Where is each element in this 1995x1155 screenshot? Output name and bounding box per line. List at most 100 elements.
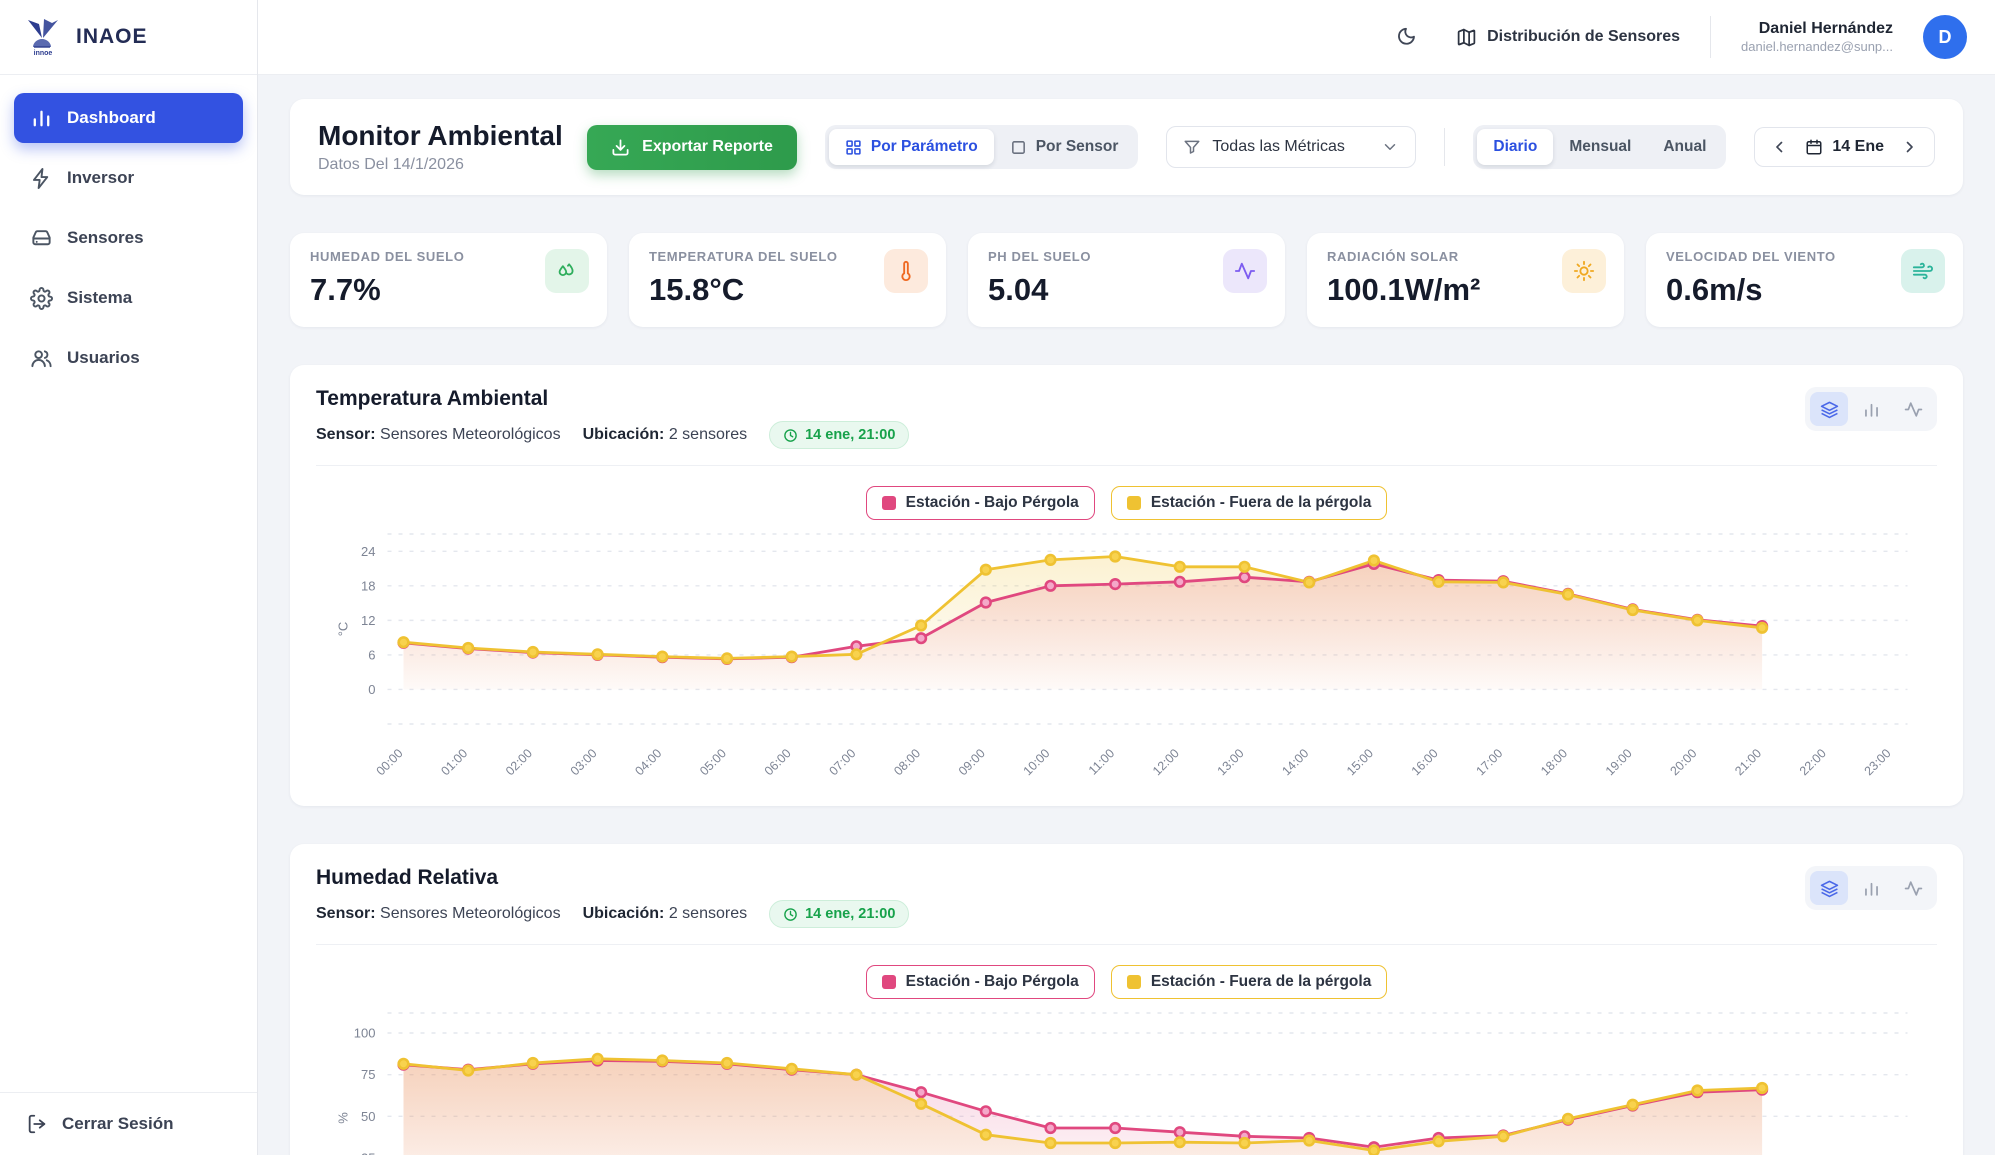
chart-card-humedad-relativa: Humedad Relativa Sensor: Sensores Meteor… [290,844,1963,1155]
layers-icon [1820,401,1838,418]
stats-row: Humedad del Suelo 7.7% Temperatura del S… [290,233,1963,327]
view-toggle-por-parametro[interactable]: Por Parámetro [828,129,994,165]
svg-text:18:00: 18:00 [1538,746,1570,778]
chart-title: Temperatura Ambiental [316,387,549,410]
svg-text:19:00: 19:00 [1603,746,1635,778]
droplets-icon [545,249,589,293]
svg-text:100: 100 [354,1026,376,1041]
stat-value: 5.04 [988,272,1049,307]
chart-title-block: Temperatura Ambiental Sensor: Sensores M… [316,387,910,449]
svg-text:%: % [336,1112,351,1124]
svg-text:20:00: 20:00 [1668,746,1700,778]
period-anual[interactable]: Anual [1647,129,1722,165]
svg-text:50: 50 [361,1109,375,1124]
sidebar-item-sistema[interactable]: Sistema [14,273,243,323]
date-label[interactable]: 14 Ene [1805,138,1884,156]
location-info: Ubicación: 2 sensores [582,905,748,922]
metrics-filter-select[interactable]: Todas las Métricas [1166,126,1417,168]
sidebar-item-usuarios[interactable]: Usuarios [14,333,243,383]
dark-mode-toggle[interactable] [1386,17,1426,57]
main-content: Monitor Ambiental Datos Del 14/1/2026 Ex… [258,75,1995,1155]
legend-item-bajo-pergola[interactable]: Estación - Bajo Pérgola [865,965,1095,999]
svg-text:25: 25 [361,1151,375,1155]
svg-text:12: 12 [361,613,375,628]
svg-text:00:00: 00:00 [374,746,406,778]
page-title-block: Monitor Ambiental Datos Del 14/1/2026 [318,120,563,174]
page-subtitle: Datos Del 14/1/2026 [318,156,464,173]
bar-chart-icon [1864,403,1878,417]
legend-swatch [881,496,896,510]
svg-text:24: 24 [361,544,375,559]
clock-icon [784,907,797,921]
chart-type-bar-button[interactable] [1852,392,1890,426]
sidebar-nav: Dashboard Inversor Sensores Sistema Usua… [0,75,257,1092]
grid-icon [846,139,861,155]
chart-type-area-button[interactable] [1810,871,1848,905]
logout-button[interactable]: Cerrar Sesión [0,1092,257,1155]
svg-text:0: 0 [368,682,375,697]
inaoe-logo-icon: innoe [28,19,58,57]
chart-type-bar-button[interactable] [1852,871,1890,905]
topbar-divider [1710,16,1712,58]
legend-label: Estación - Fuera de la pérgola [1150,494,1372,511]
chevron-right-icon[interactable] [1900,138,1918,156]
sensor-distribution-link[interactable]: Distribución de Sensores [1456,27,1680,48]
period-toggle: Diario Mensual Anual [1473,125,1727,169]
location-info: Ubicación: 2 sensores [582,426,748,443]
sidebar-item-sensores[interactable]: Sensores [14,213,243,263]
activity-icon [1223,249,1267,293]
period-diario[interactable]: Diario [1477,129,1554,165]
sidebar-item-label: Dashboard [67,108,156,127]
clock-icon [784,428,797,442]
bar-chart-icon [1864,882,1878,896]
period-label: Mensual [1569,138,1632,155]
sidebar-item-label: Inversor [67,168,135,187]
sun-icon [1562,249,1606,293]
legend-item-bajo-pergola[interactable]: Estación - Bajo Pérgola [865,486,1095,520]
chart-card-temperatura-ambiental: Temperatura Ambiental Sensor: Sensores M… [290,365,1963,806]
temperatura-ambiental-chart[interactable]: 0 6 12 18 24 °C 00:00 01:00 02:00 03:00 04:00 05:00… [316,526,1937,788]
period-mensual[interactable]: Mensual [1553,129,1647,165]
header-controls: Exportar Reporte Por Parámetro Por Senso… [587,124,1935,170]
legend-item-fuera-pergola[interactable]: Estación - Fuera de la pérgola [1110,965,1388,999]
stat-card-velocidad-viento: Velocidad del Viento 0.6m/s [1646,233,1963,327]
svg-text:17:00: 17:00 [1473,746,1505,778]
legend-item-fuera-pergola[interactable]: Estación - Fuera de la pérgola [1110,486,1388,520]
svg-text:05:00: 05:00 [697,746,729,778]
logo-text: INAOE [76,25,148,48]
activity-icon [1904,401,1922,417]
logout-label: Cerrar Sesión [62,1114,174,1133]
sidebar-item-inversor[interactable]: Inversor [14,153,243,203]
svg-text:09:00: 09:00 [956,746,988,778]
legend-label: Estación - Bajo Pérgola [905,494,1079,511]
users-icon [31,349,52,367]
sensor-info: Sensor: Sensores Meteorológicos [316,905,561,922]
chart-meta: Sensor: Sensores Meteorológicos Ubicació… [316,421,910,449]
header-divider [1444,128,1446,166]
chevron-left-icon[interactable] [1771,138,1789,156]
svg-text:01:00: 01:00 [438,746,470,778]
stat-card-ph-suelo: PH del Suelo 5.04 [968,233,1285,327]
funnel-icon [1184,140,1200,154]
export-report-button[interactable]: Exportar Reporte [587,124,797,170]
svg-text:06:00: 06:00 [762,746,794,778]
stat-label: Temperatura del Suelo [649,249,838,264]
sidebar-item-dashboard[interactable]: Dashboard [14,93,243,143]
avatar[interactable]: D [1923,15,1967,59]
humedad-relativa-chart[interactable]: 0255075100%00:0001:0002:0003:0004:0005:0… [316,1005,1937,1155]
chart-type-area-button[interactable] [1810,392,1848,426]
chart-type-line-button[interactable] [1894,392,1932,426]
stat-label: Velocidad del Viento [1666,249,1836,264]
svg-text:°C: °C [336,622,351,637]
svg-text:03:00: 03:00 [568,746,600,778]
view-toggle-por-sensor[interactable]: Por Sensor [994,129,1135,165]
chart-type-line-button[interactable] [1894,871,1932,905]
export-report-label: Exportar Reporte [642,138,773,155]
sensor-distribution-label: Distribución de Sensores [1487,28,1681,45]
square-icon [1011,140,1025,154]
chart-meta: Sensor: Sensores Meteorológicos Ubicació… [316,900,910,928]
sidebar-item-label: Sensores [67,228,144,247]
download-icon [612,139,629,155]
thermometer-icon [884,249,928,293]
